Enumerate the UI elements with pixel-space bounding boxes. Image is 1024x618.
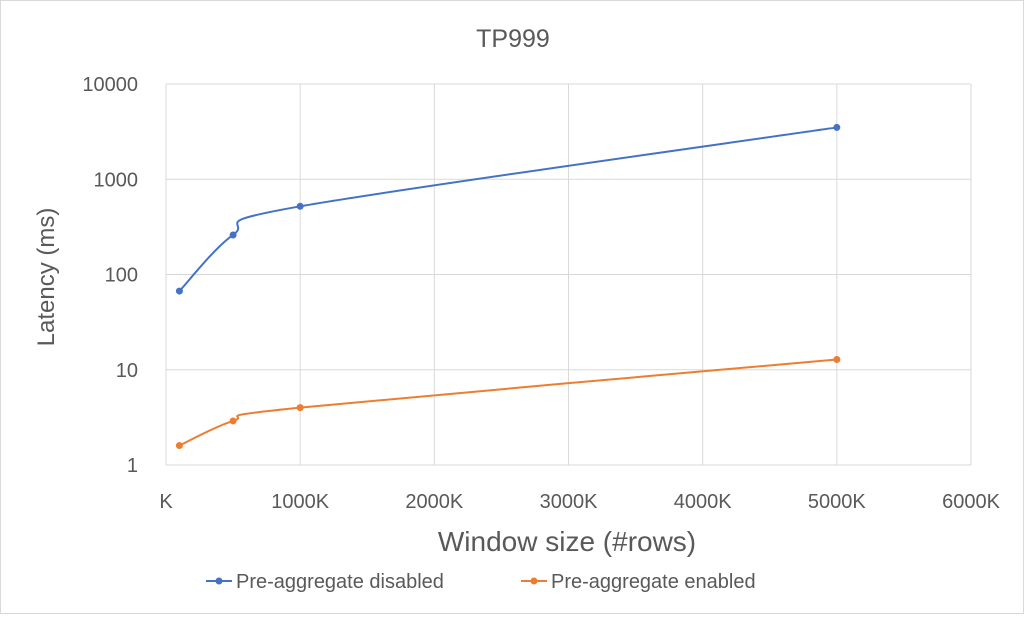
series-disabled <box>175 123 841 295</box>
y-tick-label: 10000 <box>82 74 138 96</box>
legend-label: Pre-aggregate enabled <box>551 571 756 593</box>
x-tick-label: 5000K <box>808 491 866 513</box>
series-layer <box>175 123 841 450</box>
data-point <box>175 287 183 295</box>
data-point <box>833 123 841 131</box>
x-tick-label: 3000K <box>540 491 598 513</box>
data-point <box>229 231 237 239</box>
data-point <box>175 442 183 450</box>
y-tick-label: 10 <box>116 360 138 382</box>
data-point <box>296 404 304 412</box>
data-point <box>833 356 841 364</box>
chart-title: TP999 <box>476 25 550 53</box>
data-point <box>229 417 237 425</box>
legend-marker <box>215 577 223 585</box>
legend-item: Pre-aggregate disabled <box>206 571 444 593</box>
legend-item: Pre-aggregate enabled <box>521 571 756 593</box>
legend-label: Pre-aggregate disabled <box>236 571 444 593</box>
series-line <box>178 126 837 292</box>
x-tick-label: 2000K <box>405 491 463 513</box>
grid <box>165 83 972 466</box>
x-axis-ticks: K 1000K 2000K 3000K 4000K 5000K 6000K <box>159 491 1000 513</box>
y-tick-label: 100 <box>105 265 138 287</box>
x-tick-label: 1000K <box>271 491 329 513</box>
x-axis-label: Window size (#rows) <box>438 526 696 557</box>
legend-marker <box>530 577 538 585</box>
x-tick-label: 4000K <box>674 491 732 513</box>
data-point <box>296 202 304 210</box>
y-axis-ticks: 1 10 100 1000 10000 <box>82 74 138 477</box>
y-tick-label: 1 <box>127 455 138 477</box>
y-axis-label: Latency (ms) <box>33 208 60 347</box>
series-line <box>178 358 837 447</box>
y-tick-label: 1000 <box>94 169 139 191</box>
x-tick-label: 6000K <box>942 491 1000 513</box>
legend: Pre-aggregate disabled Pre-aggregate enab… <box>206 571 756 593</box>
x-tick-label: K <box>159 491 173 513</box>
series-enabled <box>175 356 841 450</box>
